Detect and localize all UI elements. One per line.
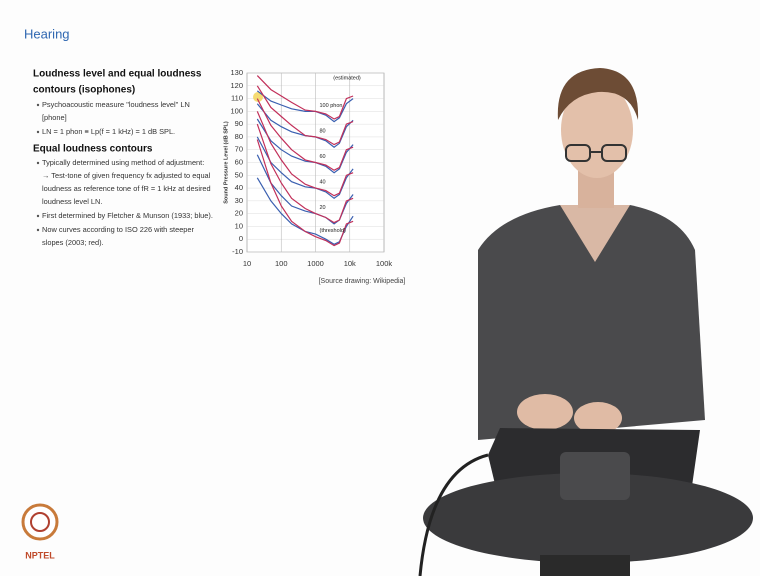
stand (560, 452, 630, 500)
y-tick-label: 100 (230, 106, 243, 115)
bullet-dot (37, 162, 39, 164)
y-tick-label: 30 (235, 196, 243, 205)
source-note: [Source drawing: Wikipedia] (319, 278, 406, 285)
heading: Equal loudness contours (33, 144, 153, 155)
bullet-text: [phone] (42, 113, 67, 122)
heading: contours (isophones) (33, 85, 135, 96)
bullet-text: Psychoacoustic measure "loudness level" … (42, 100, 190, 109)
bullet-dot (37, 229, 39, 231)
screen: Hearing Loudness level and equal loudnes… (0, 0, 760, 576)
bullet-dot (37, 104, 39, 106)
y-tick-label: 0 (239, 234, 243, 243)
curve-label: 100 phon (320, 103, 343, 109)
bullet-dot (37, 131, 39, 133)
chart: -10 0 10 20 30 40 50 60 70 80 90 100 110 120 130 10 100 1… (223, 68, 392, 268)
pedestal (540, 555, 630, 576)
y-tick-label: 70 (235, 145, 243, 154)
hand-left (517, 394, 573, 430)
bullet-dot (37, 215, 39, 217)
curve-label: 80 (320, 128, 326, 134)
curve-label: 40 (320, 180, 326, 186)
y-tick-label: 90 (235, 119, 243, 128)
logo-text: NPTEL (25, 550, 55, 560)
bullet-text: loudness level LN. (42, 197, 102, 206)
y-tick-label: 110 (231, 94, 243, 103)
x-tick-label: 10 (243, 259, 251, 268)
y-tick-label: 120 (230, 81, 243, 90)
y-tick-label: 50 (235, 170, 243, 179)
logo: NPTEL (23, 505, 57, 560)
y-tick-label: 130 (230, 68, 243, 77)
y-tick-label: 80 (235, 132, 243, 141)
bullet-text: LN = 1 phon ≡ Lp(f = 1 kHz) = 1 dB SPL. (42, 127, 175, 136)
y-axis-label: Sound Pressure Level (dB SPL) (223, 121, 229, 204)
y-tick-label: 40 (235, 183, 243, 192)
x-tick-label: 100k (376, 259, 393, 268)
heading: Loudness level and equal loudness (33, 69, 202, 80)
x-tick-label: 10k (344, 259, 356, 268)
bullet-text: Typically determined using method of adj… (42, 158, 204, 167)
x-tick-label: 100 (275, 259, 288, 268)
x-tick-label: 1000 (307, 259, 324, 268)
curve-label: 60 (320, 154, 326, 160)
slide-title: Hearing (24, 26, 70, 41)
bullet-text: Now curves according to ISO 226 with ste… (42, 225, 195, 234)
curve-label: (threshold) (320, 228, 346, 234)
curve-label: 20 (320, 205, 326, 211)
y-tick-label: 60 (235, 157, 243, 166)
y-tick-label: 10 (235, 221, 243, 230)
bullet-text: First determined by Fletcher & Munson (1… (42, 211, 213, 220)
bullet-text: loudness as reference tone of fR = 1 kHz… (42, 184, 211, 193)
y-tick-label: -10 (232, 247, 243, 256)
y-tick-label: 20 (235, 209, 243, 218)
bullet-text: → Test-tone of given frequency fx adjust… (42, 171, 211, 180)
logo-ring (23, 505, 57, 539)
annotation: (estimated) (333, 75, 361, 81)
bullet-text: slopes (2003; red). (42, 238, 104, 247)
